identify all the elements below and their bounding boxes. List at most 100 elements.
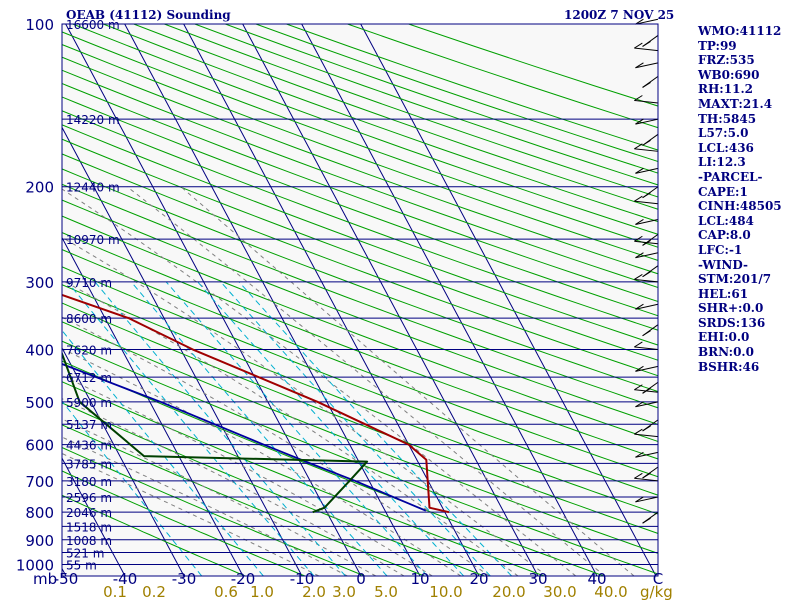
dry-adiabat-line	[62, 381, 545, 576]
dry-adiabat-line	[62, 284, 658, 515]
mixing-ratio-line	[62, 400, 203, 576]
height-label: 5137 m	[66, 418, 112, 432]
dry-adiabat-line	[62, 96, 658, 317]
pressure-tick-label: 300	[25, 274, 54, 292]
index-item: LI:12.3	[698, 155, 746, 170]
wind-barb	[635, 118, 659, 125]
index-item: LFC:-1	[698, 242, 743, 257]
wind-barb	[634, 143, 659, 152]
wind-barb	[635, 18, 659, 25]
mixing-ratio-label: 30.0	[543, 583, 576, 600]
dry-adiabat-line	[62, 494, 246, 576]
mixing-ratio-label: 1.0	[250, 583, 274, 600]
dry-adiabat-line	[62, 138, 658, 361]
isotherm-line	[301, 24, 598, 576]
mixing-ratio-label: 2.0	[302, 583, 326, 600]
chart-time: 1200Z 7 NOV 25	[564, 8, 675, 22]
dry-adiabat-line	[62, 321, 658, 554]
wind-barb	[634, 235, 659, 245]
index-item: LCL:484	[698, 213, 754, 228]
moist-adiabat-line	[62, 398, 405, 576]
wind-barb	[634, 384, 659, 393]
pressure-tick-label: 1000	[16, 557, 54, 575]
index-item: RH:11.2	[698, 82, 753, 97]
wind-barb	[642, 35, 659, 47]
temperature-tick-label: -30	[172, 570, 197, 588]
dry-adiabat-line	[62, 153, 658, 377]
pressure-unit-label: mb	[33, 570, 57, 588]
height-label: 6712 m	[66, 371, 112, 385]
mixing-ratio-label: 0.6	[214, 583, 238, 600]
wind-barb	[642, 511, 659, 524]
wind-barb	[634, 273, 659, 283]
pressure-tick-label: 100	[25, 16, 54, 34]
temperature-tick-label: -10	[290, 570, 315, 588]
wind-barb	[635, 219, 659, 225]
mixing-ratio-line	[130, 281, 388, 576]
index-item: -PARCEL-	[698, 169, 763, 184]
isotherm-line	[124, 24, 421, 576]
mixing-ratio-unit: g/kg	[640, 583, 673, 600]
wind-barb	[635, 252, 659, 259]
isotherm-line	[360, 24, 657, 576]
isotherm-line	[62, 567, 67, 576]
wind-barb	[642, 324, 659, 337]
dry-adiabat-line	[62, 340, 658, 575]
wind-barb	[634, 341, 659, 350]
wind-barb	[634, 472, 659, 482]
height-label: 3180 m	[66, 475, 112, 489]
index-item: TP:99	[698, 38, 737, 53]
wind-barb	[635, 365, 659, 372]
mixing-ratio-label: 0.2	[142, 583, 166, 600]
index-item: SRDS:136	[698, 315, 766, 330]
index-item: SHR+:0.0	[698, 301, 764, 316]
height-label: 7620 m	[66, 343, 112, 357]
dry-adiabat-line	[62, 266, 658, 496]
wind-barb	[635, 496, 659, 503]
wind-barb	[635, 401, 659, 408]
wind-barb	[642, 133, 659, 146]
moist-adiabat-line	[62, 375, 433, 576]
dry-adiabat-line	[62, 168, 658, 393]
height-label: 9710 m	[66, 276, 112, 290]
height-label: 1518 m	[66, 520, 112, 534]
height-label: 2046 m	[66, 506, 112, 520]
dry-adiabat-line	[62, 424, 425, 576]
height-label: 521 m	[66, 547, 104, 561]
mixing-ratio-label: 10.0	[429, 583, 462, 600]
dry-adiabat-line	[62, 124, 658, 346]
wind-barb	[642, 419, 659, 432]
temperature-tick-label: 0	[356, 570, 366, 588]
wind-barb	[642, 186, 659, 199]
parcel-path-line	[62, 363, 427, 512]
pressure-tick-label: 400	[25, 341, 54, 359]
height-label: 3785 m	[66, 457, 112, 471]
isotherm-line	[62, 346, 185, 576]
wind-barb	[634, 428, 659, 438]
index-item: L57:5.0	[698, 126, 749, 141]
dry-adiabat-line	[62, 248, 658, 478]
wind-barb	[634, 95, 659, 104]
mixing-ratio-line	[62, 329, 264, 576]
height-label: 4436 m	[66, 439, 112, 453]
mixing-ratio-line	[165, 281, 428, 576]
plot-frame	[61, 23, 659, 577]
index-item: WB0:690	[698, 67, 760, 82]
wind-barb	[634, 42, 659, 52]
dry-adiabat-line	[62, 446, 365, 576]
pressure-tick-label: 700	[25, 473, 54, 491]
pressure-tick-label: 600	[25, 437, 54, 455]
index-item: CINH:48505	[698, 199, 782, 214]
wind-barb	[634, 195, 659, 205]
isotherm-line	[62, 457, 126, 576]
height-label: 10970 m	[66, 233, 120, 247]
mixing-ratio-label: 40.0	[594, 583, 627, 600]
wind-barb	[635, 62, 659, 69]
dry-adiabat-line	[62, 402, 485, 576]
moist-adiabat-line	[62, 316, 490, 576]
wind-barb	[635, 167, 659, 174]
pressure-tick-label: 200	[25, 179, 54, 197]
index-item: CAPE:1	[698, 184, 748, 199]
pressure-tick-label: 900	[25, 532, 54, 550]
